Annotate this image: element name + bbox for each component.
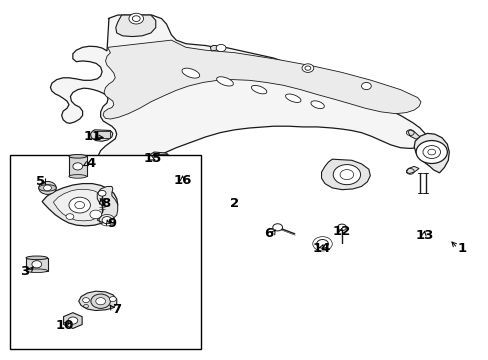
Circle shape [96, 298, 105, 305]
Ellipse shape [251, 85, 266, 94]
Text: 14: 14 [312, 242, 330, 255]
Circle shape [66, 214, 74, 220]
Polygon shape [97, 186, 118, 223]
Ellipse shape [26, 269, 47, 273]
Text: 7: 7 [112, 303, 122, 316]
Circle shape [102, 217, 112, 224]
Polygon shape [79, 291, 117, 311]
Text: 2: 2 [229, 197, 239, 210]
Circle shape [177, 170, 189, 180]
Circle shape [129, 13, 143, 24]
Polygon shape [63, 313, 82, 328]
Ellipse shape [39, 185, 56, 191]
Polygon shape [69, 156, 86, 176]
Ellipse shape [216, 77, 233, 86]
Circle shape [90, 210, 102, 219]
Ellipse shape [26, 256, 47, 260]
Text: 15: 15 [143, 152, 161, 165]
Ellipse shape [182, 68, 199, 78]
Polygon shape [26, 258, 47, 271]
Polygon shape [149, 152, 168, 166]
Text: 1: 1 [456, 242, 466, 255]
Text: 11: 11 [83, 130, 102, 144]
Text: 16: 16 [173, 174, 192, 186]
Polygon shape [116, 15, 156, 37]
Circle shape [91, 294, 110, 309]
Polygon shape [413, 134, 448, 173]
Circle shape [32, 261, 41, 268]
Text: 6: 6 [264, 227, 273, 240]
Polygon shape [103, 40, 420, 119]
Text: 12: 12 [331, 225, 350, 238]
Circle shape [216, 44, 225, 51]
Circle shape [272, 224, 282, 231]
Polygon shape [50, 15, 427, 170]
Polygon shape [53, 189, 107, 221]
Circle shape [422, 145, 440, 158]
Circle shape [43, 185, 51, 191]
Text: 3: 3 [20, 265, 29, 278]
Text: 4: 4 [86, 157, 96, 170]
Text: 10: 10 [55, 319, 74, 332]
Polygon shape [321, 159, 369, 190]
Circle shape [332, 165, 360, 185]
Circle shape [427, 149, 435, 155]
Circle shape [132, 16, 140, 22]
Circle shape [98, 190, 106, 196]
Text: 9: 9 [107, 216, 117, 230]
Ellipse shape [285, 94, 300, 103]
Circle shape [305, 66, 310, 70]
Circle shape [361, 82, 370, 90]
Ellipse shape [69, 175, 86, 178]
Text: 13: 13 [414, 229, 433, 242]
Polygon shape [90, 130, 113, 141]
Polygon shape [406, 166, 418, 174]
Ellipse shape [69, 154, 86, 158]
Bar [10, 155, 200, 348]
Circle shape [339, 170, 353, 180]
Polygon shape [407, 130, 419, 139]
Circle shape [415, 140, 447, 163]
Circle shape [302, 64, 313, 72]
Circle shape [39, 181, 56, 194]
Circle shape [68, 317, 78, 324]
Text: 5: 5 [36, 175, 45, 188]
Circle shape [69, 197, 90, 213]
Circle shape [73, 163, 82, 170]
Bar [95, 131, 110, 138]
Ellipse shape [310, 101, 324, 109]
Circle shape [109, 297, 116, 302]
Polygon shape [210, 45, 217, 51]
Text: 8: 8 [101, 197, 110, 210]
Circle shape [316, 239, 328, 248]
Polygon shape [42, 184, 118, 226]
Circle shape [337, 224, 346, 230]
Bar [153, 154, 166, 164]
Circle shape [82, 298, 89, 303]
